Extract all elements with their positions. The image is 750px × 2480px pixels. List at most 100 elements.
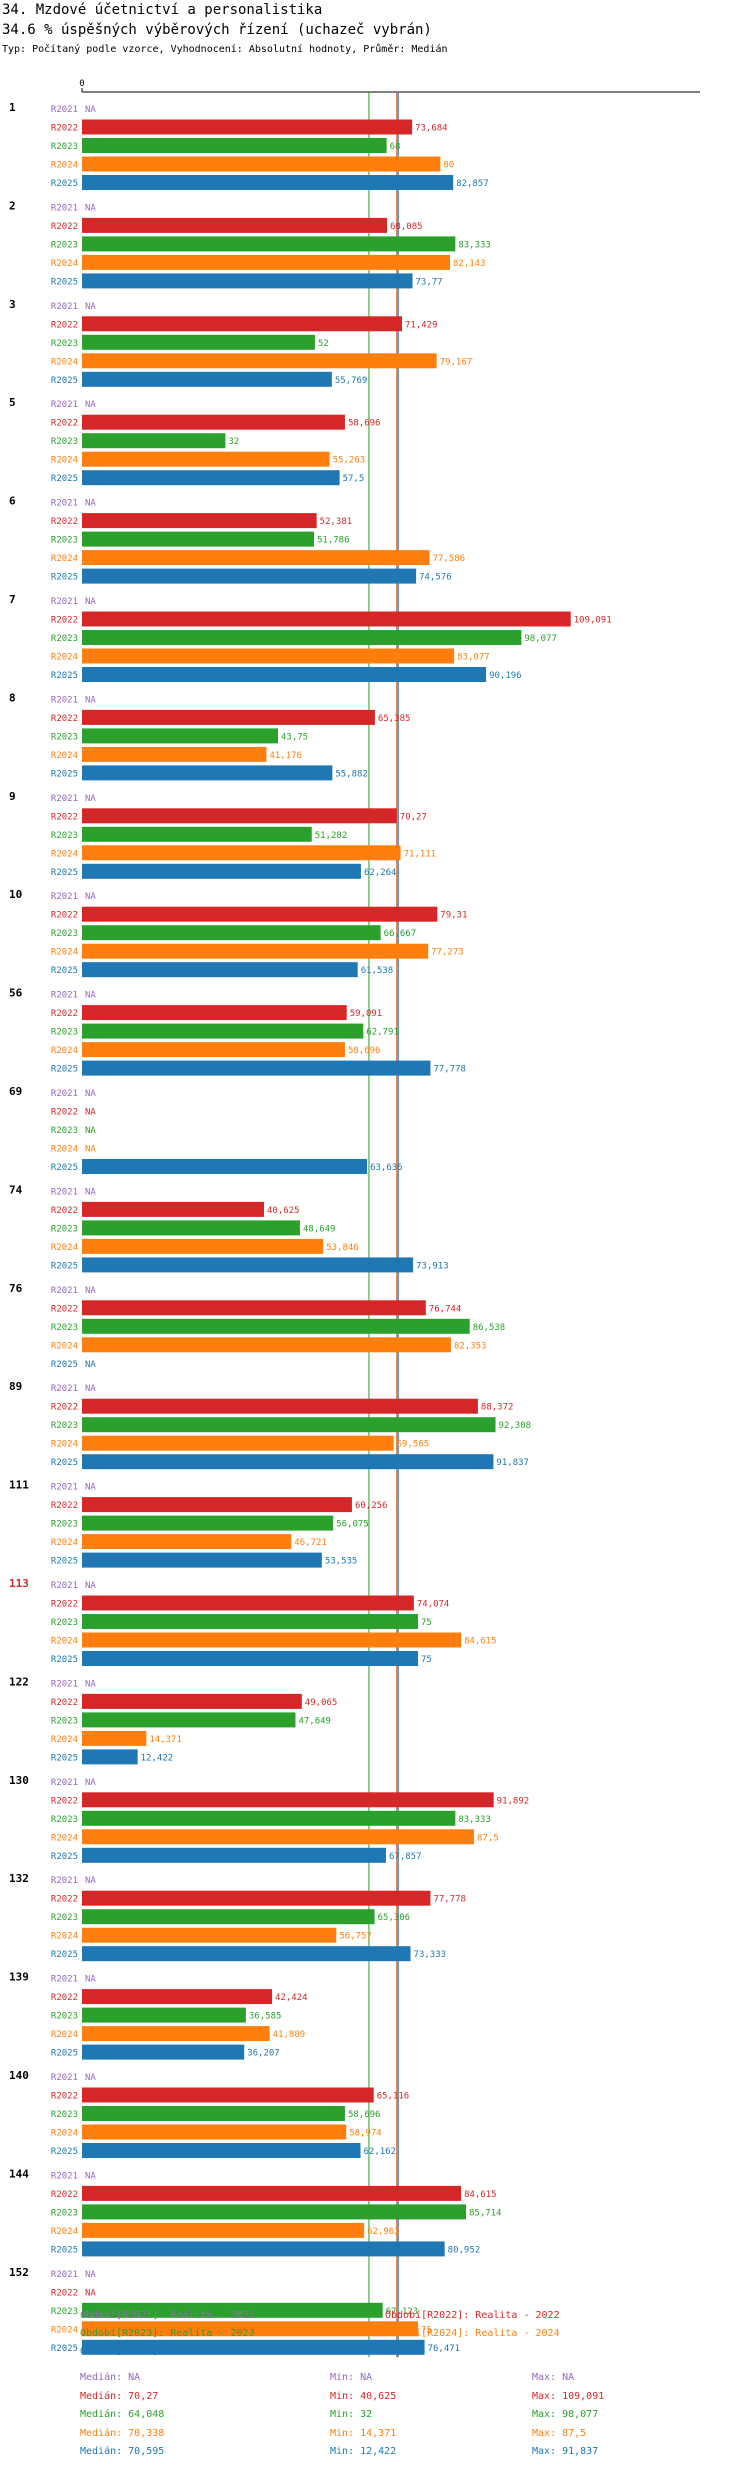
series-label: R2021 [51,1483,78,1493]
value-label: 74,074 [417,1600,450,1610]
bar-r2024 [82,1730,147,1746]
series-label: R2025 [51,2245,78,2255]
series-label: R2022 [51,1403,78,1413]
value-label: 55,263 [333,456,366,466]
series-label: R2021 [51,2270,78,2280]
value-label: 75 [421,1618,432,1628]
value-label: 62,963 [367,2227,400,2237]
bar-r2025 [82,765,333,781]
value-label: 53,535 [325,1557,358,1567]
bar-r2023 [82,1909,375,1925]
series-label: R2022 [51,2092,78,2102]
series-label: R2024 [51,1145,78,1155]
value-label: 55,769 [335,376,368,386]
legend-stat-min-r2024: Min: 14,371 [330,2427,397,2439]
bar-r2024 [82,2026,270,2042]
legend-stat-median-r2024: Medián: 70,338 [80,2427,165,2439]
bar-r2024 [82,1042,345,1058]
series-label: R2024 [51,554,78,564]
bar-r2023 [82,1614,418,1629]
bar-r2025 [82,1749,138,1765]
value-label: 82,353 [454,1341,487,1351]
value-label: 77,778 [433,1065,466,1075]
series-label: R2023 [51,1421,78,1431]
bar-r2025 [82,371,332,387]
series-label: R2021 [51,1286,78,1296]
bar-r2025 [82,1946,411,1962]
bar-r2024 [82,254,451,270]
series-label: R2023 [51,1618,78,1628]
value-label: 109,091 [574,616,612,626]
bar-r2022 [82,1989,273,2005]
series-label: R2023 [51,1028,78,1038]
series-label: R2025 [51,376,78,386]
bar-r2022 [82,906,438,922]
series-label: R2021 [51,400,78,410]
value-label: NA [85,1126,96,1136]
bar-r2023 [82,138,387,153]
value-label: 65,306 [378,1913,411,1923]
value-label: NA [85,499,96,509]
value-label: NA [85,105,96,115]
value-label: 73,684 [415,124,448,134]
series-label: R2021 [51,794,78,804]
value-label: 80 [443,161,454,171]
series-label: R2022 [51,1993,78,2003]
series-label: R2023 [51,142,78,152]
bar-r2023 [82,433,226,449]
category-label: 89 [9,1380,22,1393]
series-label: R2023 [51,2208,78,2218]
value-label: 65,116 [377,2092,410,2102]
value-label: NA [85,1384,96,1394]
series-label: R2025 [51,277,78,287]
value-label: 48,649 [303,1224,336,1234]
chart-title: 34. Mzdové účetnictví a personalistika [2,2,323,18]
value-label: 56,757 [339,1932,372,1942]
value-label: NA [85,2270,96,2280]
bar-r2025 [82,1651,418,1666]
series-label: R2025 [51,671,78,681]
series-label: R2023 [51,1224,78,1234]
category-label: 10 [9,888,22,901]
value-label: 68 [390,142,401,152]
legend-stat-max-r2023: Max: 98,077 [532,2409,599,2420]
value-label: 65,385 [378,714,411,724]
legend-stat-max-r2021: Max: NA [532,2372,575,2383]
value-label: 43,75 [281,732,308,742]
series-label: R2022 [51,320,78,330]
series-label: R2021 [51,302,78,312]
series-label: R2024 [51,2030,78,2040]
value-label: NA [85,1876,96,1886]
value-label: NA [85,2288,96,2298]
value-label: 69,565 [397,1440,430,1450]
bar-r2025 [82,2241,445,2257]
category-label: 152 [9,2266,29,2279]
value-label: 75 [421,1655,432,1665]
bar-r2024 [82,1534,292,1550]
value-label: 41,176 [269,751,302,761]
bar-r2025 [82,1847,386,1863]
series-label: R2022 [51,2190,78,2200]
series-label: R2023 [51,929,78,939]
value-label: 68,085 [390,222,423,232]
value-label: 79,31 [440,911,467,921]
legend-stat-max-r2022: Max: 109,091 [532,2390,605,2402]
series-label: R2023 [51,339,78,349]
value-label: 58,696 [348,2110,381,2120]
series-label: R2024 [51,751,78,761]
legend-stat-min-r2023: Min: 32 [330,2409,373,2420]
bar-r2025 [82,175,454,190]
category-label: 132 [9,1872,29,1885]
series-label: R2025 [51,1360,78,1370]
bar-r2024 [82,451,330,467]
category-label: 140 [9,2069,29,2082]
category-label: 139 [9,1971,29,1984]
bar-r2023 [82,925,381,941]
series-label: R2021 [51,2171,78,2181]
value-label: 60,256 [355,1501,388,1511]
series-label: R2025 [51,769,78,779]
series-label: R2024 [51,1440,78,1450]
category-label: 122 [9,1675,29,1688]
value-label: 71,111 [404,849,437,859]
bar-r2024 [82,1238,324,1254]
